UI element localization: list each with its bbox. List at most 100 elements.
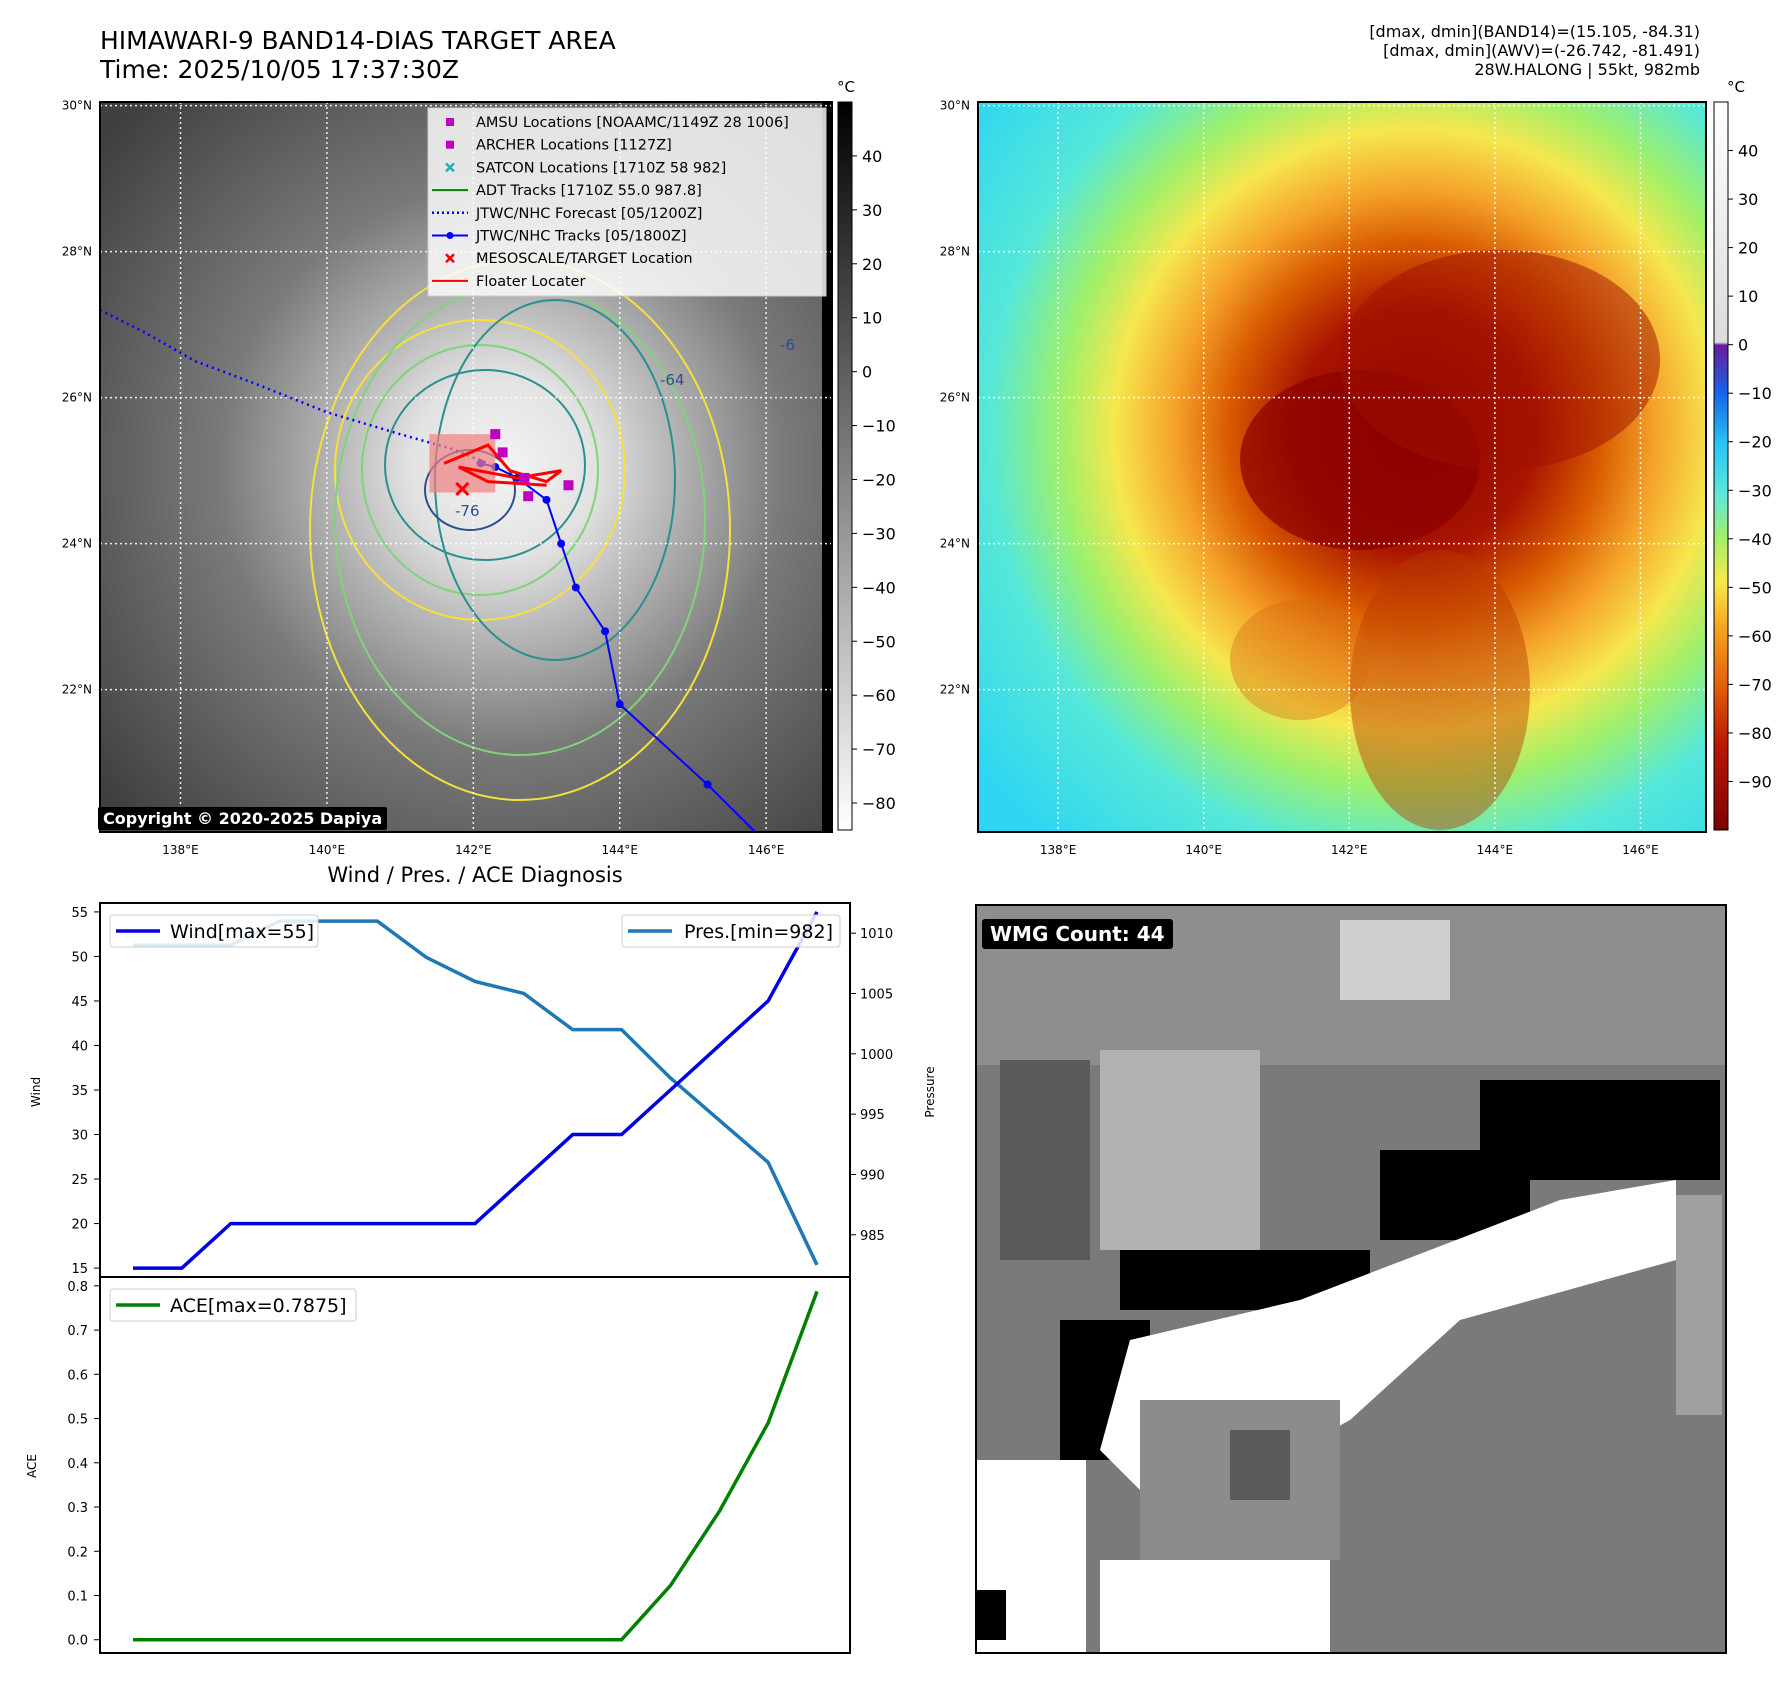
lon-tick-label: 138°E [1040,843,1077,857]
wind-tick-label: 50 [71,950,88,965]
lat-tick-label: 22°N [62,683,92,697]
colorbar-tick-label: −30 [862,524,896,543]
gridlines [978,102,1706,832]
colorbar-tick-label: 0 [1738,336,1748,355]
lon-tick-label: 138°E [162,843,199,857]
right-map-axes: 30°N 28°N 26°N 24°N 22°N 138°E 140°E 142°E 144°E… [940,99,1659,857]
amsu-location-marker [523,491,534,502]
jtwc-track-point [703,780,712,789]
map-frame [99,101,833,833]
no-data-strip [822,102,832,832]
gray-colorbar [837,101,853,831]
colorbar-tick-label: −40 [862,578,896,597]
color-colorbar-unit: °C [1727,78,1745,96]
legend-box [427,107,827,297]
band14-gray-map: -64 -76 -6 AMSU Locations [NOAAMC/1149Z … [99,101,833,833]
lat-tick-label: 24°N [940,537,970,551]
legend-entry: ADT Tracks [1710Z 55.0 987.8] [432,183,702,199]
legend-label: ADT Tracks [1710Z 55.0 987.8] [476,183,702,199]
floater-locater-line [443,443,563,487]
wind-legend: Wind[max=55] [109,914,319,948]
lat-tick-label: 22°N [940,683,970,697]
colorbar-tick-label: −20 [862,470,896,489]
colorbar-tick-label: −50 [862,632,896,651]
track-layer [100,308,757,832]
lon-tick-label: 140°E [1185,843,1222,857]
lat-tick-label: 30°N [940,99,970,113]
mesoscale-target-marker [455,481,470,496]
legend-box [109,1288,357,1322]
colorbar-tick-label: −10 [862,417,896,436]
legend-entry: JTWC/NHC Tracks [05/1800Z] [432,229,687,245]
legend-entry: ARCHER Locations [1127Z] [446,138,672,154]
info-line-3: 28W.HALONG | 55kt, 982mb [1474,60,1700,79]
contours [309,259,731,801]
title-line-2: Time: 2025/10/05 17:37:30Z [100,55,459,84]
contour-label: -64 [660,371,685,389]
legend-line-dot [446,232,454,239]
pressure-series-line [133,919,819,1266]
awv-color-map [977,101,1707,833]
colorbar-tick-label: 10 [862,309,882,328]
title-line-1: HIMAWARI-9 BAND14-DIAS TARGET AREA [100,26,616,55]
colorbar-tick-label: 30 [1738,190,1758,209]
ace-tick-label: 0.1 [67,1589,88,1604]
colorbar-tick-label: −10 [1738,384,1772,403]
gray-colorbar-unit: °C [837,78,855,96]
ace-legend: ACE[max=0.7875] [109,1288,357,1322]
colorbar-tick-label: 30 [862,201,882,220]
lat-tick-label: 28°N [62,245,92,259]
legend-entry: MESOSCALE/TARGET Location [445,251,693,267]
wind-tick-label: 20 [71,1218,88,1233]
legend-label: Floater Locater [476,274,585,290]
ace-tick-label: 0.4 [67,1457,88,1472]
colorbar-tick-label: 40 [1738,142,1758,161]
colorbar-tick-label: 20 [862,255,882,274]
lat-tick-label: 24°N [62,537,92,551]
legend-marker-square [446,140,454,149]
contour-label: -76 [455,502,480,520]
ace-tick-label: 0.5 [67,1413,88,1428]
wind-series-line [133,911,819,1270]
jtwc-track-line [480,462,757,832]
amsu-location-marker [563,480,574,491]
wind-tick-label: 15 [71,1262,88,1277]
lon-tick-label: 144°E [601,843,638,857]
colorbar-tick-label: −90 [1738,772,1772,791]
colorbar-tick-label: −70 [1738,675,1772,694]
jtwc-track-point [542,495,551,504]
legend-label: AMSU Locations [NOAAMC/1149Z 28 1006] [476,115,789,131]
pressure-tick-label: 1000 [860,1048,893,1063]
colorbar-tick-label: −60 [1738,627,1772,646]
lon-tick-label: 146°E [1622,843,1659,857]
legend-entry: Floater Locater [432,274,585,290]
color-colorbar-ticks: 40 30 20 10 0 −10 −20 −30 −40 −50 −60 −70 −80 −90 [1728,142,1772,791]
amsu-location-marker [519,472,530,483]
storm-info: [dmax, dmin](BAND14)=(15.105, -84.31) [d… [1369,22,1700,79]
wmg-frame [975,904,1727,1654]
lon-tick-label: 142°E [1331,843,1368,857]
jtwc-track-point [571,583,580,592]
legend-box [109,914,319,948]
jtwc-track-point [557,539,566,548]
legend-label: Wind[max=55] [170,921,314,943]
lat-tick-label: 28°N [940,245,970,259]
left-map-axes: 30°N 28°N 26°N 24°N 22°N 138°E 140°E 142°E 144°E… [62,99,785,857]
colorbar-tick-label: −70 [862,740,896,759]
wind-tick-label: 30 [71,1129,88,1144]
legend-label: JTWC/NHC Tracks [05/1800Z] [475,229,687,245]
diagnosis-chart: Wind Pressure ACE 15 20 25 30 35 40 45 50 55 985 9… [25,902,937,1654]
pressure-legend: Pres.[min=982] [621,914,841,948]
legend-marker-x [445,253,455,264]
lat-tick-label: 26°N [940,391,970,405]
ace-tick-label: 0.7 [67,1324,88,1339]
gray-colorbar-ticks: 40 30 20 10 0 −10 −20 −30 −40 −50 −60 −70 −80 [852,147,896,813]
colorbar-tick-label: −50 [1738,578,1772,597]
amsu-location-marker [490,429,501,440]
legend-entry: AMSU Locations [NOAAMC/1149Z 28 1006] [446,115,789,131]
legend-marker-square [446,118,454,126]
legend-entry: SATCON Locations [1710Z 58 982] [445,160,726,176]
wind-tick-label: 55 [71,906,88,921]
legend-label: Pres.[min=982] [684,921,833,943]
wind-tick-label: 25 [71,1173,88,1188]
